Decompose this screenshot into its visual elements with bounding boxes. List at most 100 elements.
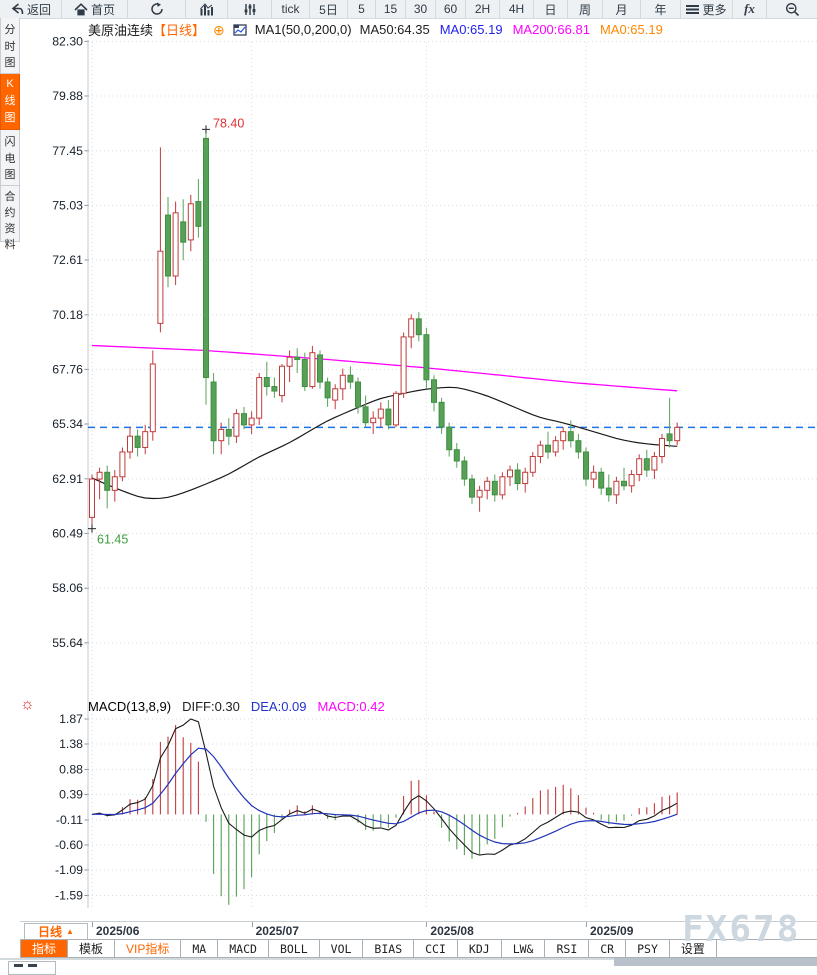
tab-ma[interactable]: MA <box>181 940 218 957</box>
refresh-icon <box>150 2 164 16</box>
tab-cci[interactable]: CCI <box>414 940 458 957</box>
fx-icon: fx <box>744 1 755 17</box>
macd-histogram <box>100 725 678 905</box>
svg-text:-0.60: -0.60 <box>55 838 83 852</box>
tab-boll[interactable]: BOLL <box>269 940 320 957</box>
sidebar-item-char: 合 <box>5 188 16 204</box>
zoom-out-button[interactable] <box>767 0 817 18</box>
tab-cr[interactable]: CR <box>589 940 626 957</box>
sidebar-item-char: 闪 <box>5 133 16 149</box>
back-arrow-icon <box>10 2 24 16</box>
chart-type-bar-button[interactable] <box>186 0 228 18</box>
sidebar-item-char: 时 <box>5 38 16 54</box>
interval-yearly[interactable]: 年 <box>641 0 681 18</box>
tab-template[interactable]: 模板 <box>68 940 115 957</box>
symbol-period-group: 美原油连续【日线】 <box>88 20 205 39</box>
interval-monthly[interactable]: 月 <box>603 0 641 18</box>
sidebar-item-char: 图 <box>5 54 16 70</box>
partial-bottom-tab[interactable] <box>8 961 56 975</box>
svg-text:-1.09: -1.09 <box>55 863 83 877</box>
svg-text:70.18: 70.18 <box>52 308 83 322</box>
x-axis-label: 2025/08 <box>430 924 473 938</box>
symbol-name: 美原油连续 <box>88 20 153 39</box>
interval-5m[interactable]: 5 <box>348 0 376 18</box>
toolbar-item-label: 返回 <box>27 1 51 18</box>
formula-button[interactable]: fx <box>733 0 767 18</box>
interval-60m[interactable]: 60 <box>436 0 466 18</box>
ma-value-label: MA0:65.19 <box>440 22 503 37</box>
ma-value-label: MA50:64.35 <box>360 22 430 37</box>
toolbar-item-label: 4H <box>509 2 524 16</box>
more-button[interactable]: 更多 <box>681 0 733 18</box>
chart-header: 美原油连续【日线】 ⊕ MA1(50,0,200,0) MA50:64.35 MA… <box>88 20 663 39</box>
toolbar-item-label: 更多 <box>702 1 726 18</box>
zoom-out-icon <box>785 2 800 17</box>
toolbar-item-label: 5日 <box>319 1 338 18</box>
svg-text:75.03: 75.03 <box>52 198 83 212</box>
tab-vip-indicator[interactable]: VIP指标 <box>115 940 181 957</box>
svg-text:62.91: 62.91 <box>52 472 83 486</box>
sliders-icon <box>243 3 257 16</box>
toolbar-item-label: 2H <box>475 2 490 16</box>
back-button[interactable]: 返回 <box>0 0 62 18</box>
macd-value-label: MACD:0.42 <box>318 699 385 714</box>
tab-vol[interactable]: VOL <box>320 940 364 957</box>
interval-15m[interactable]: 15 <box>376 0 406 18</box>
svg-text:82.30: 82.30 <box>52 34 83 48</box>
refresh-button[interactable] <box>128 0 186 18</box>
home-button[interactable]: 首页 <box>62 0 128 18</box>
gridlines <box>85 40 817 908</box>
period-selector-label: 日线 <box>38 923 62 940</box>
sidebar-item-contract-info[interactable]: 合约资料 <box>0 186 20 242</box>
tab-psy[interactable]: PSY <box>626 940 670 957</box>
x-axis-label: 2025/09 <box>590 924 633 938</box>
horizontal-scrollbar-thumb[interactable] <box>614 958 817 966</box>
indicator-settings-icon[interactable]: ☼ <box>20 697 35 713</box>
interval-weekly[interactable]: 周 <box>568 0 603 18</box>
toolbar-item-label: 60 <box>444 2 457 16</box>
toolbar-item-label: 5 <box>358 2 365 16</box>
sidebar-item-char: 约 <box>5 204 16 220</box>
tab-bias[interactable]: BIAS <box>363 940 414 957</box>
interval-tick[interactable]: tick <box>272 0 310 18</box>
mini-chart-icon[interactable] <box>233 24 247 36</box>
sidebar-item-char: 电 <box>5 150 16 166</box>
svg-text:0.88: 0.88 <box>59 763 83 777</box>
sidebar-item-time-chart[interactable]: 分时图 <box>0 18 20 74</box>
tab-macd[interactable]: MACD <box>218 940 269 957</box>
sidebar-item-char: K <box>6 78 13 90</box>
add-indicator-icon[interactable]: ⊕ <box>213 23 225 37</box>
tab-kdj[interactable]: KDJ <box>458 940 502 957</box>
macd-diff-line <box>92 719 677 855</box>
interval-30m[interactable]: 30 <box>406 0 436 18</box>
axis-labels: 82.3079.8877.4575.0372.6170.1867.7665.34… <box>52 34 83 902</box>
interval-daily[interactable]: 日 <box>534 0 568 18</box>
interval-5d[interactable]: 5日 <box>310 0 348 18</box>
tab-settings[interactable]: 设置 <box>670 940 717 957</box>
ma50-line <box>92 387 677 498</box>
svg-text:72.61: 72.61 <box>52 253 83 267</box>
tab-lw[interactable]: LW& <box>502 940 546 957</box>
sidebar-item-char: 分 <box>5 21 16 37</box>
period-selector[interactable]: 日线 ▲ <box>24 923 88 940</box>
bar-chart-icon <box>199 3 214 16</box>
interval-2h[interactable]: 2H <box>466 0 500 18</box>
tab-rsi[interactable]: RSI <box>545 940 589 957</box>
toolbar-item-label: 首页 <box>91 1 115 18</box>
chart-style-button[interactable] <box>228 0 272 18</box>
svg-text:65.34: 65.34 <box>52 417 83 431</box>
interval-4h[interactable]: 4H <box>500 0 534 18</box>
tab-indicator[interactable]: 指标 <box>21 940 68 957</box>
high-price-label: 78.40 <box>213 116 244 130</box>
ma-settings-label: MA1(50,0,200,0) <box>255 22 352 37</box>
svg-text:-0.11: -0.11 <box>56 813 83 827</box>
sidebar-item-lightning-chart[interactable]: 闪电图 <box>0 130 20 186</box>
x-axis-label: 2025/07 <box>256 924 299 938</box>
x-axis-tick <box>586 922 587 927</box>
sidebar-item-char: 料 <box>5 236 16 252</box>
